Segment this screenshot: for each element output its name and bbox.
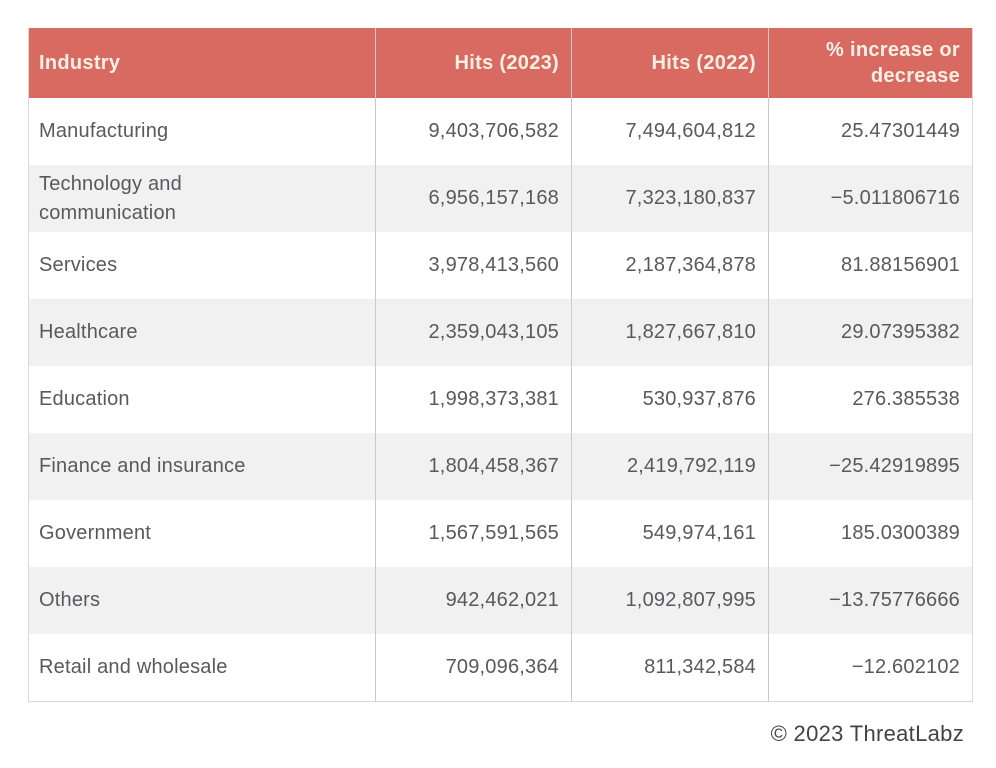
hits-2022-cell: 1,827,667,810 [571, 299, 769, 366]
pct-change-cell: 276.385538 [768, 366, 973, 433]
table-row: Healthcare 2,359,043,105 1,827,667,810 2… [28, 299, 973, 366]
pct-change-cell: 25.47301449 [768, 98, 973, 165]
hits-2023-cell: 709,096,364 [375, 634, 572, 701]
copyright-attribution: © 2023 ThreatLabz [770, 720, 964, 746]
hits-2023-cell: 3,978,413,560 [375, 232, 572, 299]
industry-cell: Manufacturing [28, 98, 376, 165]
hits-2023-cell: 9,403,706,582 [375, 98, 572, 165]
hits-2022-cell: 7,323,180,837 [571, 165, 769, 232]
hits-2022-cell: 2,187,364,878 [571, 232, 769, 299]
table-row: Education 1,998,373,381 530,937,876 276.… [28, 366, 973, 433]
industry-cell: Healthcare [28, 299, 376, 366]
pct-change-cell: −25.42919895 [768, 433, 973, 500]
hits-2022-cell: 549,974,161 [571, 500, 769, 567]
industry-cell: Others [28, 567, 376, 634]
table-row: Government 1,567,591,565 549,974,161 185… [28, 500, 973, 567]
hits-2023-cell: 6,956,157,168 [375, 165, 572, 232]
pct-change-cell: −12.602102 [768, 634, 973, 701]
industry-cell: Technology and communication [28, 165, 376, 232]
hits-2023-cell: 2,359,043,105 [375, 299, 572, 366]
table-row: Others 942,462,021 1,092,807,995 −13.757… [28, 567, 973, 634]
table-header: Industry Hits (2023) Hits (2022) % incre… [28, 28, 973, 98]
col-header-hits-2022: Hits (2022) [571, 28, 769, 98]
col-header-hits-2023: Hits (2023) [375, 28, 572, 98]
hits-2022-cell: 7,494,604,812 [571, 98, 769, 165]
hits-2022-cell: 811,342,584 [571, 634, 769, 701]
industry-cell: Finance and insurance [28, 433, 376, 500]
industry-cell: Education [28, 366, 376, 433]
pct-change-cell: 81.88156901 [768, 232, 973, 299]
table-row: Finance and insurance 1,804,458,367 2,41… [28, 433, 973, 500]
hits-2022-cell: 1,092,807,995 [571, 567, 769, 634]
hits-2023-cell: 1,998,373,381 [375, 366, 572, 433]
table-row: Retail and wholesale 709,096,364 811,342… [28, 634, 973, 701]
pct-change-cell: −13.75776666 [768, 567, 973, 634]
industry-cell: Services [28, 232, 376, 299]
table-body: Manufacturing 9,403,706,582 7,494,604,81… [28, 98, 973, 701]
hits-2022-cell: 530,937,876 [571, 366, 769, 433]
hits-2023-cell: 942,462,021 [375, 567, 572, 634]
hits-2023-cell: 1,804,458,367 [375, 433, 572, 500]
industry-cell: Retail and wholesale [28, 634, 376, 701]
header-row: Industry Hits (2023) Hits (2022) % incre… [28, 28, 973, 98]
col-header-industry: Industry [28, 28, 376, 98]
col-header-pct-change: % increase or decrease [768, 28, 973, 98]
industry-cell: Government [28, 500, 376, 567]
hits-2023-cell: 1,567,591,565 [375, 500, 572, 567]
industry-hits-table: Industry Hits (2023) Hits (2022) % incre… [28, 28, 973, 702]
table-row: Services 3,978,413,560 2,187,364,878 81.… [28, 232, 973, 299]
table-row: Manufacturing 9,403,706,582 7,494,604,81… [28, 98, 973, 165]
hits-2022-cell: 2,419,792,119 [571, 433, 769, 500]
table-row: Technology and communication 6,956,157,1… [28, 165, 973, 232]
pct-change-cell: −5.011806716 [768, 165, 973, 232]
pct-change-cell: 185.0300389 [768, 500, 973, 567]
pct-change-cell: 29.07395382 [768, 299, 973, 366]
